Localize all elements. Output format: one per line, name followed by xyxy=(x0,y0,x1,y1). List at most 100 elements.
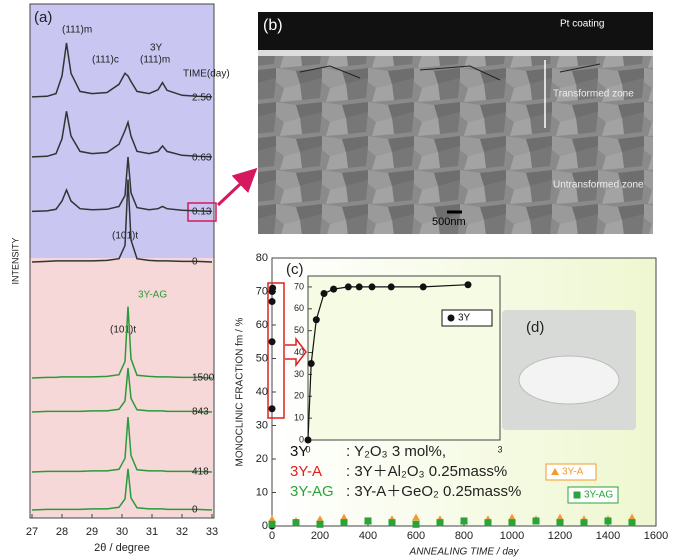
line xyxy=(31,179,213,263)
point xyxy=(364,517,372,525)
x-tick-label: 1400 xyxy=(596,530,620,542)
point xyxy=(268,338,276,346)
point xyxy=(580,519,588,527)
x-tick-label: 32 xyxy=(176,526,188,538)
point xyxy=(387,283,395,291)
point xyxy=(330,285,338,293)
coating-layer xyxy=(258,12,653,52)
y-axis-title: INTENSITY xyxy=(10,237,20,284)
series-label: 0.63 xyxy=(192,153,212,164)
point xyxy=(628,519,636,527)
legend-label: 3Y-A xyxy=(562,467,584,478)
point xyxy=(556,513,564,521)
x-tick-label: 31 xyxy=(146,526,158,538)
point xyxy=(316,515,324,523)
y-tick-label: 40 xyxy=(256,386,268,398)
point xyxy=(419,283,427,291)
x-tick-label: 27 xyxy=(26,526,38,538)
note-text: : 3Y-A＋GeO₂ 0.25mass% xyxy=(346,483,521,500)
point xyxy=(268,298,276,306)
annotation: (111)c xyxy=(92,55,119,66)
y-tick-label: 80 xyxy=(256,252,268,264)
y-tick-label: 60 xyxy=(294,303,304,313)
annotation: (101)t xyxy=(110,325,136,336)
line xyxy=(31,468,213,511)
point xyxy=(316,520,324,528)
y-tick-label: 40 xyxy=(294,347,304,357)
x-tick-label: 200 xyxy=(311,530,329,542)
point xyxy=(312,316,320,324)
line xyxy=(31,416,213,473)
annotation: (111)m xyxy=(62,25,92,36)
note-label: 3Y-AG xyxy=(290,483,334,500)
series-label: 418 xyxy=(192,467,209,478)
point xyxy=(532,517,540,525)
annotation: 3Y-AG xyxy=(138,290,167,301)
line xyxy=(31,111,213,158)
y-tick-label: 70 xyxy=(294,281,304,291)
panel-label: (d) xyxy=(526,319,544,336)
y-tick-label: 0 xyxy=(262,520,268,532)
x-tick-label: 3 xyxy=(497,444,502,454)
point xyxy=(464,281,472,289)
annotation: (111)m xyxy=(140,55,170,66)
highlight-box xyxy=(267,282,285,419)
point xyxy=(340,519,348,527)
point xyxy=(355,283,363,291)
y-axis-title: MONOCLINIC FRACTION fm / % xyxy=(235,317,246,466)
point xyxy=(269,284,277,292)
point xyxy=(628,513,636,521)
y-tick-label: 30 xyxy=(294,369,304,379)
x-tick-label: 0 xyxy=(305,444,310,454)
arrow xyxy=(216,167,258,207)
x-tick-label: 28 xyxy=(56,526,68,538)
panel-label: (b) xyxy=(263,17,283,34)
point xyxy=(508,519,516,527)
point xyxy=(556,519,564,527)
point xyxy=(604,517,612,525)
y-tick-label: 70 xyxy=(256,285,268,297)
point xyxy=(307,359,315,367)
legend-label: 3Y xyxy=(458,313,471,324)
note-label: 3Y xyxy=(290,443,308,460)
point xyxy=(484,519,492,527)
point xyxy=(320,289,328,297)
note-text: : Y₂O₃ 3 mol%, xyxy=(346,443,446,460)
x-tick-label: 30 xyxy=(116,526,128,538)
label: Transformed zone xyxy=(553,89,634,100)
x-tick-label: 600 xyxy=(407,530,425,542)
series-label: 1500 xyxy=(192,373,215,384)
series-label: 0 xyxy=(192,505,198,516)
disc xyxy=(518,355,620,405)
inset-frame xyxy=(307,275,501,441)
x-tick-label: 800 xyxy=(455,530,473,542)
point xyxy=(436,519,444,527)
legend-marker xyxy=(447,314,455,322)
x-tick-label: 33 xyxy=(206,526,218,538)
line xyxy=(31,156,213,213)
x-tick-label: 1600 xyxy=(644,530,668,542)
note-label: 3Y-A xyxy=(290,463,322,480)
annotation: 3Y xyxy=(150,43,163,54)
point xyxy=(268,515,276,523)
point xyxy=(304,436,312,444)
series-label: 0 xyxy=(192,257,198,268)
y-tick-label: 10 xyxy=(256,486,268,498)
point xyxy=(340,513,348,521)
legend-marker xyxy=(573,491,581,499)
panel-label: (c) xyxy=(286,261,304,278)
line xyxy=(31,42,213,98)
cracks xyxy=(299,63,601,81)
series-label: 0.13 xyxy=(192,207,212,218)
series-label: 843 xyxy=(192,407,209,418)
x-tick-label: 400 xyxy=(359,530,377,542)
x-axis-title: 2θ / degree xyxy=(94,542,150,554)
y-tick-label: 10 xyxy=(294,413,304,423)
coating-edge xyxy=(258,50,653,56)
arrow xyxy=(285,336,307,368)
y-tick-label: 20 xyxy=(294,391,304,401)
point xyxy=(268,520,276,528)
point xyxy=(268,405,276,413)
y-tick-label: 50 xyxy=(294,325,304,335)
